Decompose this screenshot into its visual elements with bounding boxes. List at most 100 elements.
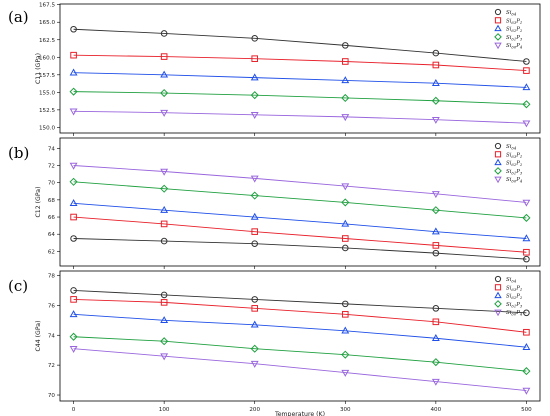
legend-marker (494, 142, 502, 150)
data-point (523, 58, 530, 65)
data-point (341, 114, 350, 122)
data-point (160, 184, 169, 193)
data-point (250, 73, 259, 81)
data-point (160, 88, 169, 98)
legend-entry: Si64 (506, 10, 517, 17)
data-point (522, 83, 531, 91)
x-axis-label: Temperature (K) (274, 411, 325, 416)
series-Si64 (70, 235, 530, 263)
y-tick-label: 76 (48, 303, 56, 309)
data-point (341, 350, 350, 359)
series-Si64 (70, 287, 530, 317)
series-line (73, 238, 527, 260)
data-point (70, 235, 77, 242)
legend-entry: Si63P1 (506, 285, 522, 292)
data-point (523, 309, 530, 317)
data-point (160, 205, 169, 213)
data-point (69, 68, 78, 76)
data-point (251, 55, 259, 62)
data-point (70, 296, 77, 303)
legend-marker (494, 17, 502, 24)
series-line (73, 216, 527, 253)
chart-panel-1: (a) 150.0 152.5 155.0 157.5 160.0 162.5 165.0 16… (8, 3, 541, 136)
data-point (341, 76, 350, 84)
legend-entry: Si64 (506, 277, 517, 284)
y-tick-label: 160.0 (39, 55, 55, 61)
series-Si60P4 (69, 108, 531, 128)
data-point (69, 177, 78, 186)
series-Si63P1 (70, 296, 530, 336)
x-tick-label: 500 (521, 407, 532, 413)
data-point (160, 291, 168, 299)
data-point (160, 109, 169, 117)
legend-marker (494, 24, 502, 32)
legend-marker (494, 8, 502, 16)
plot-frame (59, 270, 541, 402)
legend-marker (494, 300, 502, 308)
data-point (431, 358, 440, 367)
legend-marker (494, 291, 502, 299)
y-tick-label: 72 (48, 363, 55, 369)
y-tick-label: 64 (48, 232, 56, 238)
data-point (251, 305, 259, 312)
series-Si62P2 (69, 199, 531, 242)
series-Si61P3 (69, 177, 531, 222)
data-point (160, 237, 168, 245)
data-point (341, 93, 350, 103)
data-point (431, 96, 440, 105)
data-point (431, 191, 440, 199)
series-Si62P2 (69, 310, 531, 350)
data-point (341, 183, 350, 191)
data-point (432, 242, 440, 249)
data-point (250, 191, 259, 200)
series-line (73, 110, 527, 124)
x-tick-label: 0 (72, 407, 76, 413)
data-point (341, 311, 349, 318)
data-point (432, 249, 440, 257)
data-point (522, 234, 531, 242)
data-point (160, 316, 169, 324)
y-tick-label: 152.5 (39, 108, 55, 114)
y-tick-label: 157.5 (39, 73, 55, 79)
data-point (160, 168, 169, 176)
chart-panel-3: (c) 70 72 74 76 78 0 100 200 300 400 500 C44 (GPa) Te… (8, 270, 541, 416)
legend-marker (494, 309, 502, 317)
y-axis-label: C11 (GPa) (35, 53, 42, 84)
data-point (431, 227, 440, 235)
series-line (73, 28, 527, 62)
series-line (73, 54, 527, 72)
series-Si63P1 (70, 51, 530, 74)
legend-entry: Si61P3 (506, 169, 523, 176)
data-point (160, 70, 169, 78)
data-point (250, 212, 259, 220)
y-tick-label: 155.0 (39, 90, 55, 96)
data-point (341, 58, 349, 65)
legend-marker (494, 275, 502, 283)
series-Si61P3 (69, 87, 531, 109)
data-point (522, 199, 531, 207)
data-point (341, 300, 349, 308)
series-Si61P3 (69, 332, 531, 376)
x-tick-label: 200 (249, 407, 260, 413)
data-point (431, 78, 440, 86)
data-point (69, 87, 78, 96)
data-point (250, 91, 259, 100)
series-line (73, 181, 527, 219)
legend-entry: Si60P4 (506, 177, 523, 184)
legend-entry: Si61P3 (506, 302, 523, 309)
series-line (73, 289, 527, 314)
series-line (73, 72, 527, 88)
y-tick-label: 62 (48, 249, 55, 255)
data-point (70, 213, 77, 221)
data-point (160, 337, 169, 346)
data-point (250, 320, 259, 328)
data-point (160, 299, 168, 306)
data-point (251, 296, 259, 303)
series-line (73, 91, 527, 105)
y-tick-label: 66 (48, 215, 56, 221)
data-point (341, 198, 350, 207)
